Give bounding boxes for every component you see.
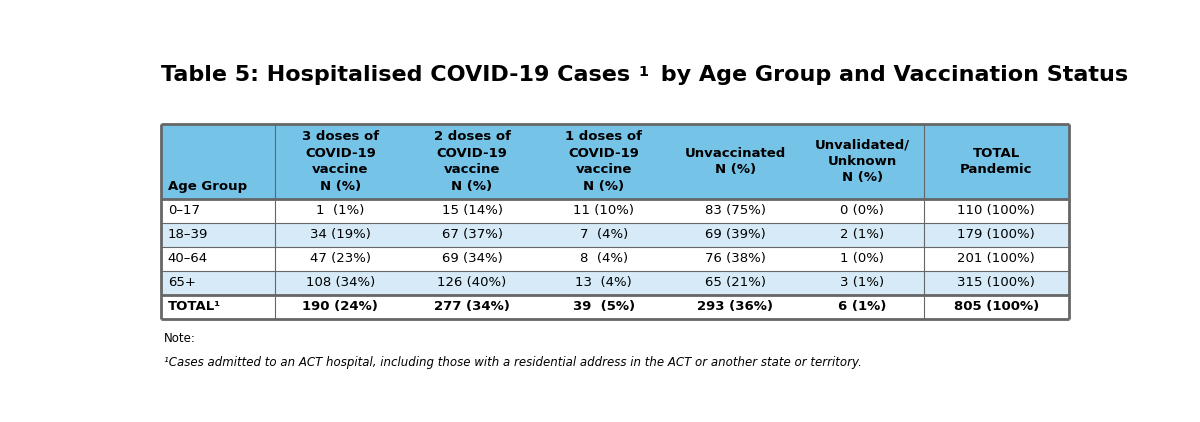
Text: 293 (36%): 293 (36%) — [697, 300, 773, 313]
Text: 7  (4%): 7 (4%) — [580, 228, 628, 241]
Text: 18–39: 18–39 — [168, 228, 208, 241]
Text: Age Group: Age Group — [168, 180, 247, 193]
Text: 3 (1%): 3 (1%) — [840, 276, 884, 289]
Text: 2 doses of
COVID-19
vaccine
N (%): 2 doses of COVID-19 vaccine N (%) — [433, 130, 510, 192]
Text: 0 (0%): 0 (0%) — [840, 204, 884, 217]
Text: 69 (39%): 69 (39%) — [704, 228, 766, 241]
Text: 126 (40%): 126 (40%) — [438, 276, 506, 289]
Text: 76 (38%): 76 (38%) — [704, 252, 766, 265]
Text: 108 (34%): 108 (34%) — [306, 276, 376, 289]
Text: 0–17: 0–17 — [168, 204, 199, 217]
Bar — [161, 223, 1069, 247]
Text: 67 (37%): 67 (37%) — [442, 228, 503, 241]
Text: 6 (1%): 6 (1%) — [838, 300, 887, 313]
Bar — [161, 247, 1069, 271]
Text: 11 (10%): 11 (10%) — [574, 204, 634, 217]
Text: 1 doses of
COVID-19
vaccine
N (%): 1 doses of COVID-19 vaccine N (%) — [565, 130, 642, 192]
Text: 277 (34%): 277 (34%) — [434, 300, 510, 313]
Text: 69 (34%): 69 (34%) — [442, 252, 503, 265]
Text: 805 (100%): 805 (100%) — [954, 300, 1039, 313]
Text: 2 (1%): 2 (1%) — [840, 228, 884, 241]
Text: Table 5: Hospitalised COVID-19 Cases: Table 5: Hospitalised COVID-19 Cases — [161, 65, 630, 85]
Text: 1  (1%): 1 (1%) — [317, 204, 365, 217]
Text: 15 (14%): 15 (14%) — [442, 204, 503, 217]
Text: 65+: 65+ — [168, 276, 196, 289]
Text: 3 doses of
COVID-19
vaccine
N (%): 3 doses of COVID-19 vaccine N (%) — [302, 130, 379, 192]
Text: 315 (100%): 315 (100%) — [958, 276, 1036, 289]
Text: 83 (75%): 83 (75%) — [704, 204, 766, 217]
Text: 47 (23%): 47 (23%) — [310, 252, 371, 265]
Bar — [161, 124, 1069, 199]
Text: 34 (19%): 34 (19%) — [310, 228, 371, 241]
Bar — [161, 271, 1069, 295]
Text: 8  (4%): 8 (4%) — [580, 252, 628, 265]
Text: TOTAL¹: TOTAL¹ — [168, 300, 221, 313]
Text: ¹Cases admitted to an ACT hospital, including those with a residential address i: ¹Cases admitted to an ACT hospital, incl… — [164, 356, 862, 369]
Text: by Age Group and Vaccination Status: by Age Group and Vaccination Status — [653, 65, 1128, 85]
Text: 40–64: 40–64 — [168, 252, 208, 265]
Text: 39  (5%): 39 (5%) — [572, 300, 635, 313]
Text: 1: 1 — [638, 65, 648, 79]
Text: 201 (100%): 201 (100%) — [958, 252, 1036, 265]
Text: 179 (100%): 179 (100%) — [958, 228, 1036, 241]
Bar — [161, 295, 1069, 319]
Text: 1 (0%): 1 (0%) — [840, 252, 884, 265]
Text: Note:: Note: — [164, 332, 196, 345]
Text: 110 (100%): 110 (100%) — [958, 204, 1036, 217]
Text: TOTAL
Pandemic: TOTAL Pandemic — [960, 146, 1032, 176]
Text: Unvalidated/
Unknown
N (%): Unvalidated/ Unknown N (%) — [815, 138, 910, 184]
Text: 190 (24%): 190 (24%) — [302, 300, 378, 313]
Text: 65 (21%): 65 (21%) — [704, 276, 766, 289]
Text: 13  (4%): 13 (4%) — [575, 276, 632, 289]
Bar — [161, 199, 1069, 223]
Text: Unvaccinated
N (%): Unvaccinated N (%) — [685, 146, 786, 176]
